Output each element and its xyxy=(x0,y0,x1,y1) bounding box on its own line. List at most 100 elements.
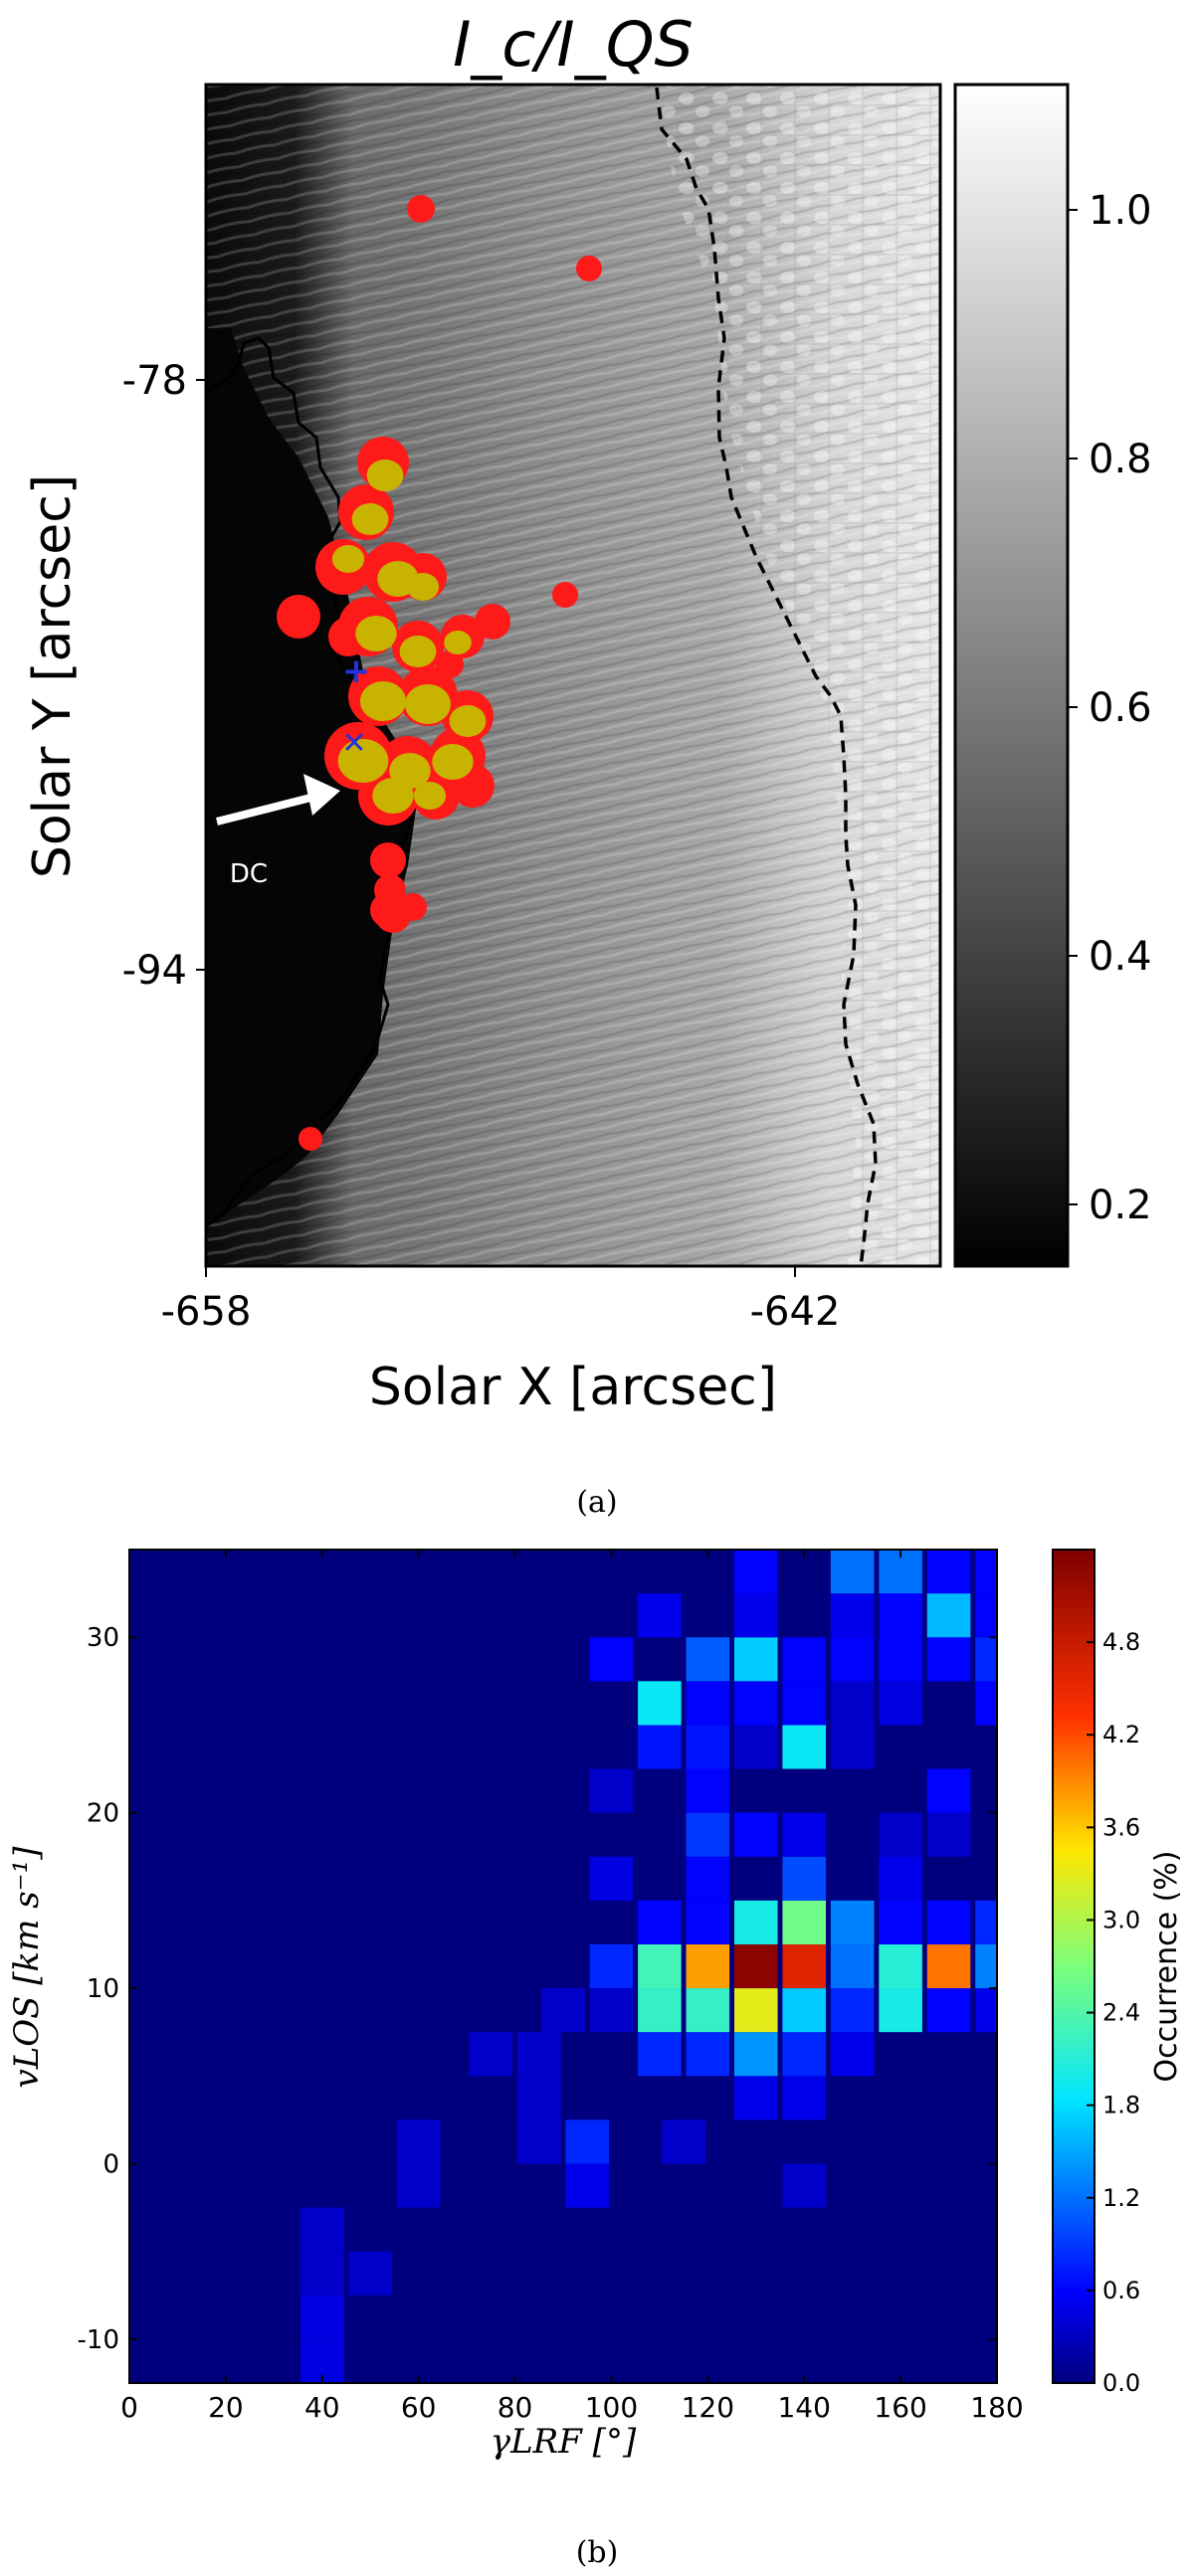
heatmap-cell xyxy=(975,1593,997,1638)
colorbar-a-tick-label-4: 0.4 xyxy=(1089,934,1152,980)
heatmap-cell xyxy=(686,1725,730,1769)
dc-arrow-head xyxy=(303,774,340,816)
heatmap-cell xyxy=(879,1856,922,1901)
heatmap-cell xyxy=(926,1988,971,2033)
panel-b-xtick-label: 60 xyxy=(401,2391,437,2424)
heatmap-cell xyxy=(299,2251,344,2296)
panel-b-xticks: 0 20 40 60 80 100 120 140 160 180 xyxy=(120,1550,1024,2424)
panel-a-ytick-label-1: -78 xyxy=(122,358,187,404)
panel-b-ytick-label: 10 xyxy=(87,1974,119,2004)
colorbar-b-tick-label: 2.4 xyxy=(1102,1999,1140,2027)
yellow-patch xyxy=(432,744,474,780)
heatmap-cell xyxy=(733,1900,778,1944)
heatmap-cell xyxy=(565,2119,610,2164)
colorbar-a-tick-label-5: 0.2 xyxy=(1089,1183,1152,1228)
heatmap-cell xyxy=(686,1681,730,1726)
heatmap-cell xyxy=(782,1856,827,1901)
heatmap-cell xyxy=(733,1943,778,1989)
panel-b-xtick-label: 100 xyxy=(585,2391,638,2424)
red-patch xyxy=(475,604,510,640)
heatmap-cell xyxy=(733,1637,778,1682)
heatmap-cell xyxy=(516,2076,561,2120)
red-patch xyxy=(399,893,427,921)
colorbar-b-tick-label: 3.6 xyxy=(1102,1813,1140,1841)
panel-b-plot xyxy=(128,1549,998,2384)
panel-b-xtick-label: 120 xyxy=(682,2391,734,2424)
panel-a-xlabel: Solar X [arcsec] xyxy=(369,1358,777,1417)
yellow-patch xyxy=(449,705,487,737)
heatmap-cell xyxy=(830,1550,875,1594)
yellow-patch xyxy=(413,782,447,810)
quiet-sun-boundary-contour xyxy=(655,87,878,1266)
heatmap-cell xyxy=(686,1812,730,1857)
colorbar-a-tick-label-1: 1.0 xyxy=(1089,188,1152,234)
panel-a-colorbar-ticks: 1.0 0.8 0.6 0.4 0.2 xyxy=(1068,188,1152,1228)
panel-b-xtick-label: 0 xyxy=(120,2391,138,2424)
heatmap-cell xyxy=(830,1681,875,1726)
panel-b-xtick-label: 160 xyxy=(874,2391,926,2424)
panel-b-ylabel: vLOS [km s⁻¹] xyxy=(7,1846,47,2089)
panel-a-frame xyxy=(204,83,942,1268)
heatmap-cell xyxy=(879,1900,922,1944)
heatmap-cell xyxy=(733,1725,778,1769)
heatmap-cell xyxy=(975,1943,997,1989)
heatmap-cell xyxy=(782,1900,827,1944)
heatmap-cell xyxy=(975,1550,997,1594)
red-patch xyxy=(576,256,602,281)
heatmap-cell xyxy=(782,1637,827,1682)
heatmap-cell xyxy=(733,1988,778,2033)
heatmap-cell xyxy=(926,1900,971,1944)
heatmap-cell xyxy=(926,1943,971,1989)
heatmap-cell xyxy=(516,2119,561,2164)
heatmap-cell xyxy=(782,2032,827,2077)
heatmap-cell xyxy=(879,1593,922,1638)
heatmap-cell xyxy=(733,1550,778,1594)
heatmap-cell xyxy=(782,2076,827,2120)
heatmap-cell xyxy=(879,1943,922,1989)
heatmap-cell xyxy=(516,2032,561,2077)
panel-a-title: I_c/I_QS xyxy=(453,8,694,81)
panel-b-xlabel: γLRF [°] xyxy=(491,2422,637,2462)
panel-b-frame xyxy=(128,1549,998,2384)
heatmap-cell xyxy=(879,1681,922,1726)
heatmap-cell xyxy=(926,1637,971,1682)
heatmap-cell xyxy=(733,1681,778,1726)
panel-a-xtick-label-1: -658 xyxy=(161,1289,252,1335)
red-patch xyxy=(407,195,435,223)
heatmap-cell xyxy=(782,1812,827,1857)
colorbar-a-tick-label-3: 0.6 xyxy=(1089,685,1152,731)
yellow-patch xyxy=(337,739,389,783)
yellow-patch xyxy=(360,681,406,721)
heatmap-cell xyxy=(830,1988,875,2033)
heatmap-cell xyxy=(733,2076,778,2120)
heatmap-cell xyxy=(879,1637,922,1682)
panel-b-xtick-label: 140 xyxy=(777,2391,830,2424)
heatmap-cell xyxy=(638,1593,682,1638)
heatmap-cell xyxy=(733,1812,778,1857)
heatmap-cell xyxy=(686,1943,730,1989)
panel-a-colorbar xyxy=(953,83,1070,1268)
heatmap-cell xyxy=(299,2295,344,2339)
heatmap-cell xyxy=(662,2119,705,2164)
colorbar-b-tick-label: 1.8 xyxy=(1102,2092,1140,2119)
heatmap-cell xyxy=(686,1856,730,1901)
heatmap-cell xyxy=(782,1725,827,1769)
heatmap-cell xyxy=(733,2032,778,2077)
colorbar-b-tick-label: 4.8 xyxy=(1102,1628,1140,1656)
heatmap-cell xyxy=(396,2119,441,2164)
dc-label: DC xyxy=(230,859,268,889)
heatmap-cell xyxy=(638,1681,682,1726)
yellow-patch xyxy=(331,545,365,573)
heatmap-cell xyxy=(975,1988,997,2033)
panel-b-ytick-label: 0 xyxy=(102,2149,119,2179)
heatmap-cell xyxy=(686,1988,730,2033)
heatmap-cell xyxy=(975,1900,997,1944)
red-patch xyxy=(370,892,406,928)
heatmap-cell xyxy=(589,1988,634,2033)
heatmap-cell xyxy=(638,1988,682,2033)
heatmap-cell xyxy=(926,1812,971,1857)
heatmap-cell xyxy=(589,1768,634,1813)
marker-cross: ✕ xyxy=(341,726,366,761)
heatmap-cell xyxy=(348,2251,393,2296)
heatmap-cell xyxy=(638,1943,682,1989)
